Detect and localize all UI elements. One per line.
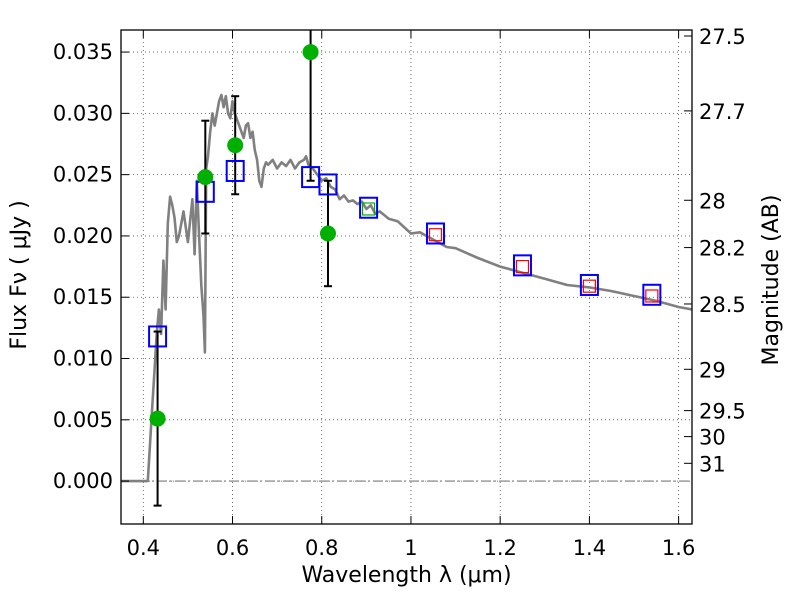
mag-tick-label: 28 bbox=[699, 189, 726, 213]
y-tick-label: 0.020 bbox=[53, 224, 113, 248]
x-tick-label: 1.2 bbox=[483, 536, 516, 560]
plot-area bbox=[121, 30, 692, 507]
mag-tick-label: 27.5 bbox=[699, 25, 746, 49]
x-tick-label: 1.4 bbox=[573, 536, 606, 560]
model-photometry-square bbox=[148, 325, 168, 348]
axis-ticks: 0.4 0.6 0.8 1 1.2 1.4 1.6 0.000 0.005 0.010 0.015 0… bbox=[53, 25, 746, 560]
photometry-small-square bbox=[361, 202, 376, 216]
observed-point bbox=[149, 410, 166, 427]
model-photometry-square bbox=[642, 283, 662, 306]
photometry-small-square bbox=[515, 259, 530, 274]
model-photometry-square bbox=[579, 273, 599, 296]
mag-tick-label: 30 bbox=[699, 426, 726, 450]
y-tick-label: 0.025 bbox=[53, 163, 113, 187]
x-axis-label: Wavelength λ (μm) bbox=[301, 563, 511, 588]
model-photometry-square bbox=[512, 254, 532, 277]
y-tick-label: 0.010 bbox=[53, 347, 113, 371]
x-tick-label: 0.4 bbox=[127, 536, 160, 560]
y-axis-label: Flux Fν ( μJy ) bbox=[7, 200, 32, 349]
model-photometry-square bbox=[225, 159, 245, 182]
plot-frame bbox=[120, 29, 693, 525]
photometry-small-square bbox=[645, 289, 659, 303]
mag-tick-label: 28.2 bbox=[699, 237, 746, 261]
model-photometry-square bbox=[318, 173, 338, 196]
x-tick-label: 0.6 bbox=[216, 536, 249, 560]
y-tick-label: 0.015 bbox=[53, 285, 113, 309]
mag-tick-label: 27.7 bbox=[699, 100, 746, 124]
y-tick-label: 0.035 bbox=[53, 40, 113, 64]
y-tick-label: 0.000 bbox=[53, 469, 113, 493]
y2-axis-label: Magnitude (AB) bbox=[759, 195, 784, 366]
observed-point bbox=[302, 44, 319, 61]
observed-point bbox=[227, 137, 244, 154]
y-tick-label: 0.030 bbox=[53, 101, 113, 125]
photometry-small-square bbox=[582, 279, 596, 293]
x-tick-label: 1 bbox=[404, 536, 417, 560]
mag-tick-label: 29 bbox=[699, 358, 726, 382]
model-photometry-square bbox=[425, 222, 445, 245]
mag-tick-label: 31 bbox=[699, 452, 726, 476]
x-tick-label: 0.8 bbox=[305, 536, 338, 560]
mag-tick-label: 29.5 bbox=[699, 400, 746, 424]
photometry-small-square bbox=[428, 228, 443, 242]
mag-tick-label: 28.5 bbox=[699, 293, 746, 317]
sed-model-line bbox=[121, 93, 692, 483]
observed-point bbox=[319, 225, 336, 242]
model-photometry-square bbox=[359, 196, 379, 219]
x-tick-label: 1.6 bbox=[662, 536, 695, 560]
observed-point bbox=[197, 169, 214, 186]
y-tick-label: 0.005 bbox=[53, 408, 113, 432]
